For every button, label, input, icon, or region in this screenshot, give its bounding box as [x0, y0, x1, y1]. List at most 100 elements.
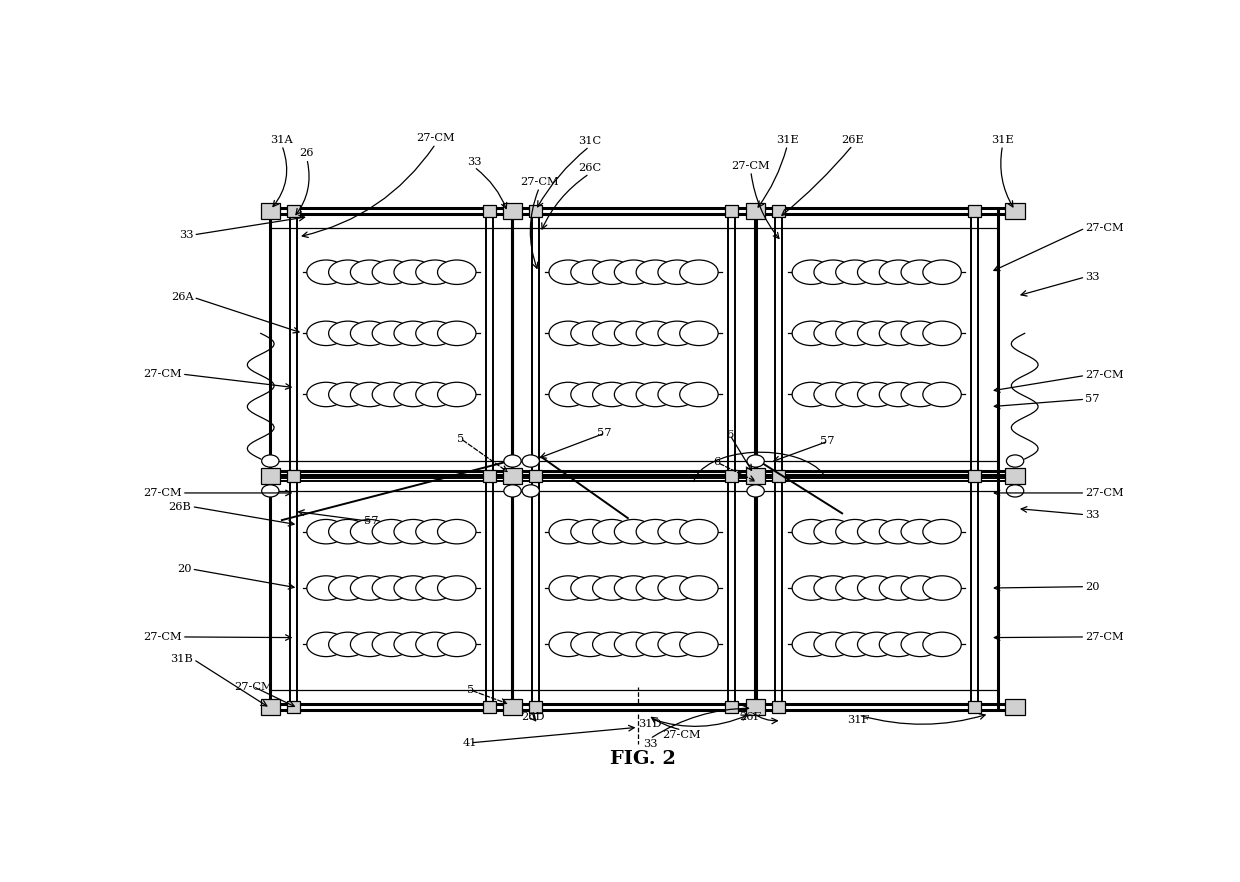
- Ellipse shape: [570, 632, 609, 656]
- Ellipse shape: [593, 632, 631, 656]
- Ellipse shape: [372, 519, 410, 544]
- Bar: [528, 470, 542, 482]
- Ellipse shape: [923, 321, 961, 346]
- Text: 57: 57: [821, 437, 835, 446]
- Ellipse shape: [593, 519, 631, 544]
- Ellipse shape: [901, 576, 940, 601]
- Ellipse shape: [306, 260, 345, 285]
- Ellipse shape: [614, 632, 652, 656]
- Ellipse shape: [351, 519, 389, 544]
- Ellipse shape: [923, 382, 961, 407]
- Ellipse shape: [394, 382, 433, 407]
- Ellipse shape: [593, 576, 631, 601]
- Text: 31B: 31B: [171, 654, 193, 664]
- Text: 33: 33: [466, 156, 481, 167]
- Text: 31F: 31F: [847, 715, 869, 726]
- Bar: [725, 205, 738, 217]
- Ellipse shape: [614, 519, 652, 544]
- Ellipse shape: [614, 260, 652, 285]
- Bar: [1006, 467, 1024, 484]
- Text: 57: 57: [1085, 394, 1100, 404]
- Ellipse shape: [658, 632, 697, 656]
- Text: 26D: 26D: [521, 712, 544, 722]
- Circle shape: [262, 455, 279, 467]
- Ellipse shape: [680, 260, 718, 285]
- Bar: [260, 203, 280, 220]
- Text: FIG. 2: FIG. 2: [610, 751, 676, 768]
- Bar: [528, 701, 542, 713]
- Ellipse shape: [593, 260, 631, 285]
- Ellipse shape: [836, 632, 874, 656]
- Ellipse shape: [415, 632, 454, 656]
- Ellipse shape: [306, 632, 345, 656]
- Ellipse shape: [923, 260, 961, 285]
- Text: 26B: 26B: [169, 502, 191, 512]
- Ellipse shape: [372, 632, 410, 656]
- Text: 27-CM: 27-CM: [144, 488, 182, 498]
- Text: 27-CM: 27-CM: [1085, 370, 1123, 380]
- Ellipse shape: [438, 519, 476, 544]
- Ellipse shape: [549, 382, 588, 407]
- Bar: [482, 205, 496, 217]
- Ellipse shape: [813, 260, 852, 285]
- Ellipse shape: [879, 382, 918, 407]
- Ellipse shape: [306, 321, 345, 346]
- Ellipse shape: [351, 632, 389, 656]
- Text: 27-CM: 27-CM: [417, 133, 455, 144]
- Ellipse shape: [372, 576, 410, 601]
- Ellipse shape: [658, 382, 697, 407]
- Ellipse shape: [438, 321, 476, 346]
- Bar: [968, 470, 982, 482]
- Bar: [260, 467, 280, 484]
- Text: 57: 57: [598, 428, 613, 438]
- Ellipse shape: [306, 382, 345, 407]
- Bar: [725, 470, 738, 482]
- Ellipse shape: [614, 321, 652, 346]
- Ellipse shape: [901, 632, 940, 656]
- Text: 27-CM: 27-CM: [1085, 223, 1123, 233]
- Circle shape: [522, 455, 539, 467]
- Ellipse shape: [438, 576, 476, 601]
- Ellipse shape: [858, 260, 897, 285]
- Ellipse shape: [394, 321, 433, 346]
- Text: 27-CM: 27-CM: [1085, 632, 1123, 642]
- Text: 27-CM: 27-CM: [520, 177, 559, 187]
- Text: 27-CM: 27-CM: [233, 682, 273, 691]
- Ellipse shape: [614, 382, 652, 407]
- Bar: [528, 205, 542, 217]
- Ellipse shape: [351, 260, 389, 285]
- Ellipse shape: [879, 260, 918, 285]
- Ellipse shape: [680, 576, 718, 601]
- Text: 20: 20: [1085, 581, 1100, 592]
- Bar: [503, 467, 522, 484]
- Ellipse shape: [813, 576, 852, 601]
- Ellipse shape: [636, 632, 675, 656]
- Ellipse shape: [306, 519, 345, 544]
- Ellipse shape: [549, 519, 588, 544]
- Ellipse shape: [680, 382, 718, 407]
- Ellipse shape: [351, 321, 389, 346]
- Ellipse shape: [593, 321, 631, 346]
- Ellipse shape: [329, 260, 367, 285]
- Ellipse shape: [879, 519, 918, 544]
- Ellipse shape: [549, 260, 588, 285]
- Ellipse shape: [792, 519, 831, 544]
- Bar: [746, 699, 765, 715]
- Bar: [503, 699, 522, 715]
- Text: 26F: 26F: [739, 712, 763, 722]
- Ellipse shape: [570, 576, 609, 601]
- Bar: [725, 701, 738, 713]
- Ellipse shape: [813, 519, 852, 544]
- Bar: [968, 701, 982, 713]
- Circle shape: [503, 485, 521, 497]
- Text: 33: 33: [179, 230, 193, 240]
- Text: 6: 6: [713, 458, 720, 467]
- Ellipse shape: [636, 382, 675, 407]
- Ellipse shape: [636, 321, 675, 346]
- Text: 26: 26: [300, 148, 314, 159]
- Ellipse shape: [614, 576, 652, 601]
- Ellipse shape: [593, 382, 631, 407]
- Text: 27-CM: 27-CM: [144, 632, 182, 642]
- Ellipse shape: [415, 382, 454, 407]
- Circle shape: [262, 485, 279, 497]
